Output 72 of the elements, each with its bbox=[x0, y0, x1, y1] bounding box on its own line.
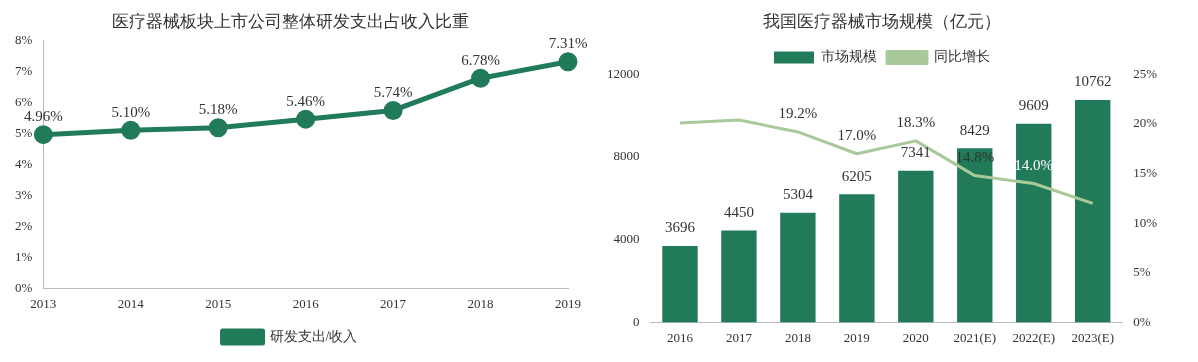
legend-label: 同比增长 bbox=[934, 49, 990, 65]
x-tick-label: 2022(E) bbox=[1012, 329, 1056, 345]
x-tick-label: 2014 bbox=[117, 295, 145, 311]
y-tick-label: 3% bbox=[14, 186, 33, 202]
data-label: 7.31% bbox=[548, 35, 588, 52]
bar bbox=[898, 170, 934, 323]
data-label: 4450 bbox=[723, 203, 754, 220]
y-tick-label: 4% bbox=[14, 155, 33, 171]
data-label: 5.74% bbox=[373, 83, 413, 100]
data-label: 3696 bbox=[664, 219, 696, 236]
data-label: 8429 bbox=[959, 121, 990, 138]
x-tick-label: 2023(E) bbox=[1071, 329, 1114, 345]
x-tick-label: 2020 bbox=[902, 329, 929, 345]
bar bbox=[721, 230, 757, 323]
y-tick-label: 12000 bbox=[607, 65, 640, 81]
point bbox=[33, 125, 53, 145]
y-tick-label: 5% bbox=[14, 124, 33, 140]
x-tick-label: 2016 bbox=[666, 329, 694, 345]
y2-tick-label: 15% bbox=[1133, 165, 1158, 181]
bar bbox=[662, 246, 698, 323]
y-tick-label: 7% bbox=[14, 62, 33, 78]
y-tick-label: 8% bbox=[14, 31, 33, 47]
bar bbox=[957, 148, 993, 323]
y-tick-label: 0% bbox=[14, 279, 33, 295]
bar bbox=[1075, 99, 1111, 323]
x-tick-label: 2016 bbox=[292, 295, 320, 311]
x-tick-label: 2013 bbox=[30, 295, 57, 311]
y-tick-label: 8000 bbox=[613, 148, 640, 164]
data-label: 5.18% bbox=[198, 101, 238, 118]
data-label: 9609 bbox=[1018, 97, 1049, 114]
data-label: 6205 bbox=[841, 167, 872, 184]
data-label: 19.2% bbox=[778, 105, 818, 122]
y2-tick-label: 0% bbox=[1133, 313, 1151, 329]
bar bbox=[1016, 123, 1052, 323]
data-label: 7341 bbox=[900, 144, 931, 161]
y2-tick-label: 25% bbox=[1133, 65, 1158, 81]
x-tick-label: 2018 bbox=[784, 329, 811, 345]
point bbox=[121, 120, 141, 140]
legend-label: 研发支出/收入 bbox=[269, 328, 358, 344]
point bbox=[296, 109, 316, 129]
x-tick-label: 2018 bbox=[467, 295, 494, 311]
point bbox=[208, 118, 228, 138]
y-tick-label: 6% bbox=[14, 93, 33, 109]
x-tick-label: 2017 bbox=[380, 295, 407, 311]
chart-title: 医疗器械板块上市公司整体研发支出占收入比重 bbox=[111, 11, 469, 31]
data-label: 5.46% bbox=[286, 92, 326, 109]
data-label: 5.10% bbox=[111, 103, 151, 120]
y-tick-label: 4000 bbox=[613, 231, 640, 247]
data-label: 5304 bbox=[782, 186, 814, 203]
y2-tick-label: 10% bbox=[1133, 214, 1158, 230]
data-label: 17.0% bbox=[837, 127, 877, 144]
y2-tick-label: 20% bbox=[1133, 115, 1158, 131]
chart-title: 我国医疗器械市场规模（亿元） bbox=[763, 11, 1001, 31]
point bbox=[558, 52, 578, 72]
x-tick-label: 2015 bbox=[205, 295, 232, 311]
y-tick-label: 0 bbox=[633, 313, 640, 329]
x-tick-label: 2021(E) bbox=[953, 329, 997, 345]
data-label: 18.3% bbox=[896, 114, 936, 131]
point bbox=[471, 68, 491, 88]
y2-tick-label: 5% bbox=[1133, 264, 1151, 280]
y-tick-label: 1% bbox=[14, 248, 33, 264]
legend-label: 市场规模 bbox=[821, 49, 877, 65]
bar bbox=[839, 194, 875, 323]
y-tick-label: 2% bbox=[14, 217, 33, 233]
point bbox=[383, 100, 403, 120]
data-label: 4.96% bbox=[23, 108, 63, 125]
data-label: 6.78% bbox=[461, 51, 500, 68]
data-label: 10762 bbox=[1073, 73, 1112, 90]
x-tick-label: 2017 bbox=[725, 329, 753, 345]
x-tick-label: 2019 bbox=[843, 329, 870, 345]
bar bbox=[780, 212, 816, 323]
x-tick-label: 2019 bbox=[555, 295, 581, 311]
